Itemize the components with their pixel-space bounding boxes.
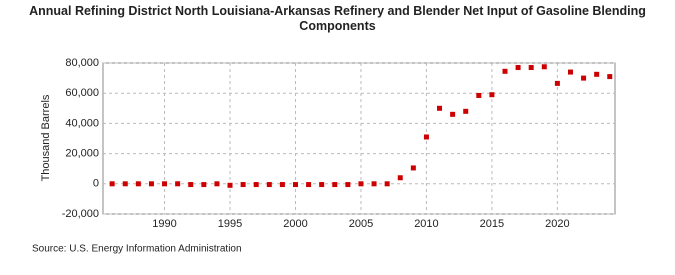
point — [240, 182, 246, 188]
point — [371, 181, 377, 187]
point — [515, 65, 521, 71]
point — [306, 182, 312, 188]
point — [502, 68, 508, 74]
point — [358, 181, 364, 187]
point — [279, 182, 285, 188]
y-tick-label: 80,000 — [65, 57, 99, 69]
source: Source: U.S. Energy Information Administ… — [32, 244, 242, 255]
x-tick-label: 2015 — [480, 218, 504, 230]
point — [437, 105, 443, 111]
y-axis-label: Thousand Barrels — [40, 94, 52, 181]
point — [122, 181, 128, 187]
point — [476, 92, 482, 98]
x-tick-label: 2005 — [349, 218, 373, 230]
y-tick-label: -20,000 — [62, 208, 99, 220]
point — [489, 92, 495, 98]
point — [397, 175, 403, 181]
point — [253, 182, 259, 188]
point — [450, 111, 456, 117]
point — [109, 181, 115, 187]
point — [594, 71, 600, 77]
point — [227, 182, 233, 188]
x-tick-label: 1995 — [218, 218, 242, 230]
point — [148, 181, 154, 187]
point — [384, 181, 390, 187]
x-tick-label: 2000 — [283, 218, 307, 230]
point — [135, 181, 141, 187]
x-tick-label: 1990 — [152, 218, 176, 230]
point — [567, 69, 573, 75]
point — [175, 181, 181, 187]
y-tick-label: 60,000 — [65, 87, 99, 99]
y-tick-label: 40,000 — [65, 117, 99, 129]
point — [319, 182, 325, 188]
point — [528, 65, 534, 71]
point — [541, 64, 547, 70]
point — [463, 108, 469, 114]
point — [345, 182, 351, 188]
point — [607, 74, 613, 80]
point — [292, 182, 298, 188]
plot-frame — [102, 62, 616, 215]
point — [188, 182, 194, 188]
point — [410, 165, 416, 171]
point — [214, 181, 220, 187]
x-tick-label: 2010 — [414, 218, 438, 230]
point — [162, 181, 168, 187]
point — [201, 182, 207, 188]
point — [423, 134, 429, 140]
point — [581, 75, 587, 81]
x-tick-label: 2020 — [545, 218, 569, 230]
y-tick-label: 20,000 — [65, 148, 99, 160]
point — [332, 182, 338, 188]
point — [266, 182, 272, 188]
chart-title: Annual Refining District North Louisiana… — [29, 4, 646, 33]
point — [554, 80, 560, 86]
y-tick-label: 0 — [93, 178, 99, 190]
